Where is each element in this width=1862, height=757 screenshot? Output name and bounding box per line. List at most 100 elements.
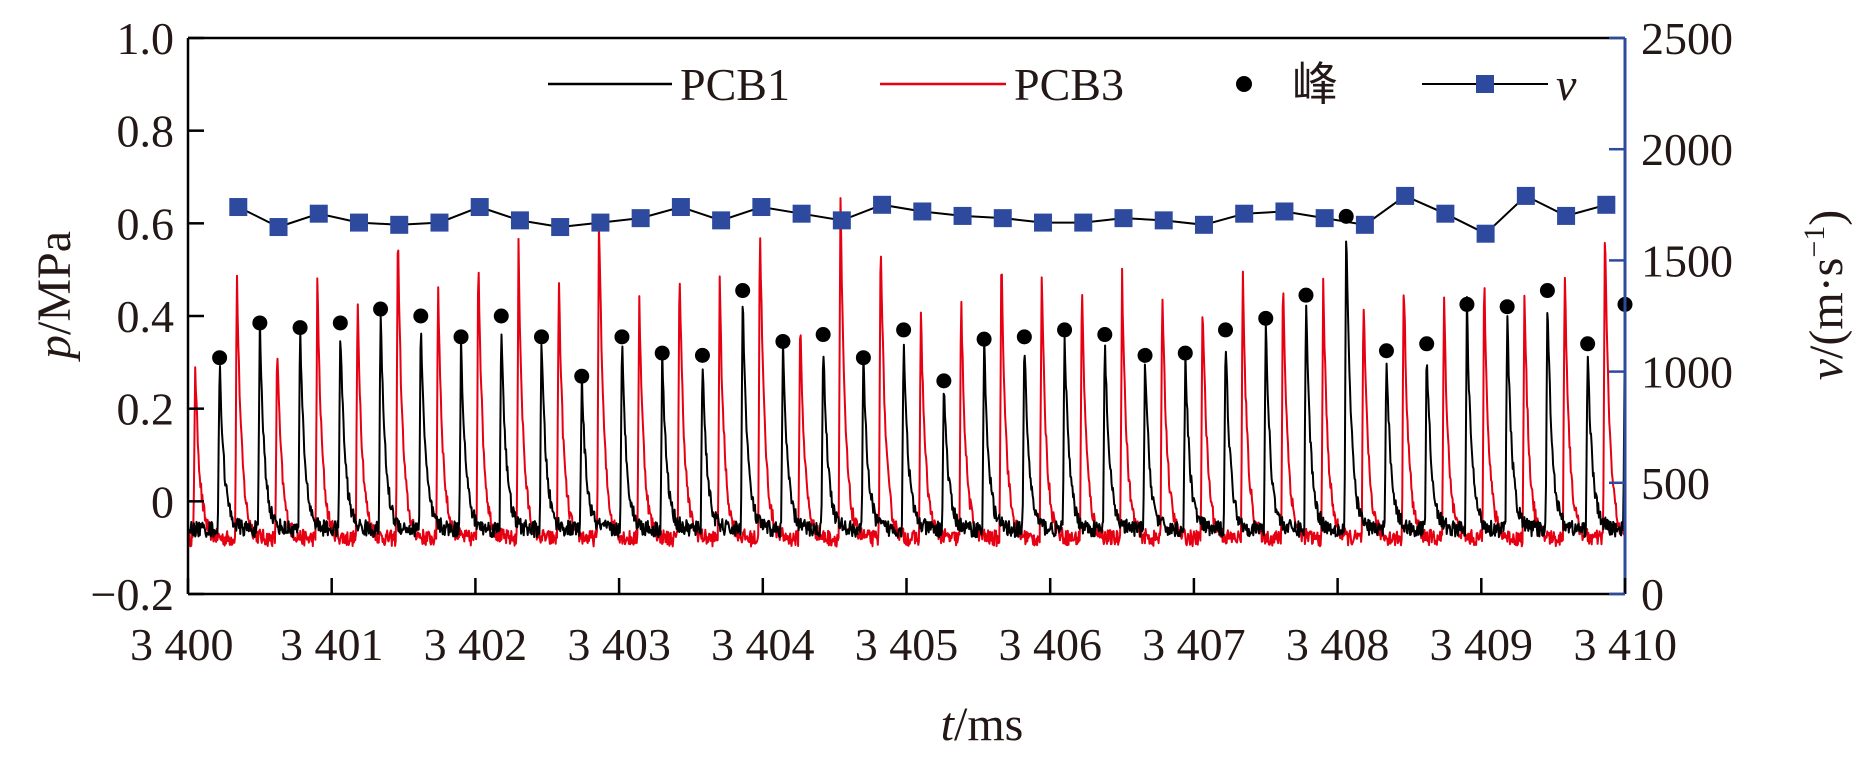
x-tick-label: 3 405 — [855, 619, 959, 670]
velocity-point — [1034, 213, 1053, 232]
velocity-point — [350, 213, 369, 232]
x-axis-ticks: 3 400 3 401 3 402 3 403 3 404 3 405 3 406 3 407… — [130, 578, 1677, 670]
peak-point — [815, 327, 831, 343]
velocity-point — [309, 204, 328, 223]
left-y-tick-label: 1.0 — [117, 13, 175, 64]
legend-label-pcb1: PCB1 — [680, 59, 790, 110]
peak-point — [252, 315, 268, 331]
velocity-point — [1235, 204, 1254, 223]
x-tick-label: 3 402 — [424, 619, 528, 670]
series-line-pcb3 — [187, 197, 1626, 548]
legend-label-peak: 峰 — [1292, 59, 1338, 110]
velocity-point — [390, 215, 409, 234]
velocity-point — [1154, 211, 1173, 230]
velocity-point — [1516, 186, 1535, 205]
left-y-axis-title-unit: /MPa — [28, 231, 81, 335]
velocity-point — [1275, 202, 1294, 221]
velocity-point — [752, 198, 771, 217]
velocity-point — [631, 209, 650, 228]
velocity-point — [1355, 215, 1374, 234]
velocity-point — [1597, 195, 1616, 214]
peak-point — [654, 345, 670, 361]
peak-point — [1419, 336, 1435, 352]
right-y-axis-title-sup: −1 — [1798, 226, 1831, 258]
velocity-point — [873, 195, 892, 214]
right-y-tick-label: 0 — [1641, 569, 1664, 620]
peak-point — [1097, 327, 1113, 343]
right-y-axis-title-close: ) — [1800, 210, 1853, 226]
legend: PCB1 PCB3 峰 v — [548, 59, 1577, 110]
pressure-traces — [187, 197, 1626, 548]
peak-point — [534, 329, 550, 345]
peak-point — [735, 283, 751, 299]
legend-swatch-v-marker — [1476, 75, 1494, 93]
velocity-point — [229, 198, 248, 217]
peak-point — [212, 350, 228, 366]
peak-point — [1378, 343, 1394, 359]
x-tick-label: 3 401 — [280, 619, 384, 670]
peak-point — [1580, 336, 1596, 352]
velocity-point — [913, 202, 932, 221]
velocity-point — [832, 211, 851, 230]
velocity-point — [269, 218, 288, 237]
peak-point — [1016, 329, 1032, 345]
right-y-axis-title: v/(m·s−1) — [1798, 210, 1853, 381]
peak-point — [1218, 322, 1234, 338]
velocity-point — [712, 211, 731, 230]
peak-point — [373, 301, 389, 317]
velocity-point — [792, 204, 811, 223]
velocity-point — [953, 206, 972, 225]
right-y-axis-title-var: v — [1800, 358, 1853, 380]
peak-point — [292, 320, 308, 336]
peak-point — [1137, 347, 1153, 363]
x-tick-label: 3 407 — [1142, 619, 1246, 670]
right-y-tick-label: 500 — [1641, 458, 1710, 509]
x-tick-label: 3 409 — [1430, 619, 1534, 670]
right-y-tick-label: 2500 — [1641, 13, 1733, 64]
peak-point — [694, 347, 710, 363]
velocity-point — [671, 198, 690, 217]
peak-point — [1177, 345, 1193, 361]
peak-point — [1459, 296, 1475, 312]
velocity-point — [551, 218, 570, 237]
plot-frame — [186, 36, 1627, 596]
peak-point — [775, 333, 791, 349]
velocity-point — [1315, 209, 1334, 228]
right-y-axis-ticks: 0 500 1000 1500 2000 2500 — [1609, 13, 1733, 620]
series-line-pcb1 — [187, 240, 1626, 539]
velocity-point — [1476, 224, 1495, 243]
peak-point — [1499, 299, 1515, 315]
x-axis-title-unit: /ms — [954, 698, 1023, 751]
x-axis-title: t/ms — [941, 698, 1024, 751]
velocity-point — [1194, 215, 1213, 234]
velocity-point — [1557, 206, 1576, 225]
velocity-point — [510, 211, 529, 230]
velocity-point — [470, 198, 489, 217]
right-y-axis-title-unit: /(m·s — [1800, 258, 1853, 359]
x-tick-label: 3 400 — [130, 619, 234, 670]
right-y-tick-label: 2000 — [1641, 124, 1733, 175]
left-y-axis-title-var: p — [28, 335, 81, 362]
x-tick-label: 3 410 — [1574, 619, 1678, 670]
velocity-point — [1396, 186, 1415, 205]
peak-markers — [212, 208, 1633, 389]
velocity-series — [229, 186, 1616, 243]
peak-point — [1298, 287, 1314, 303]
left-y-axis-ticks: −0.2 0 0.2 0.4 0.6 0.8 1.0 — [91, 13, 204, 620]
velocity-point — [993, 209, 1012, 228]
peak-point — [1539, 283, 1555, 299]
peak-point — [493, 308, 509, 324]
peak-point — [332, 315, 348, 331]
peak-point — [1057, 322, 1073, 338]
peak-point — [453, 329, 469, 345]
velocity-point — [1114, 209, 1133, 228]
left-y-tick-label: 0 — [151, 476, 174, 527]
velocity-point — [430, 213, 449, 232]
peak-point — [855, 350, 871, 366]
x-tick-label: 3 403 — [567, 619, 671, 670]
x-axis-title-var: t — [941, 698, 956, 751]
velocity-point — [591, 213, 610, 232]
legend-label-pcb3: PCB3 — [1014, 59, 1124, 110]
left-y-tick-label: 0.6 — [117, 198, 175, 249]
